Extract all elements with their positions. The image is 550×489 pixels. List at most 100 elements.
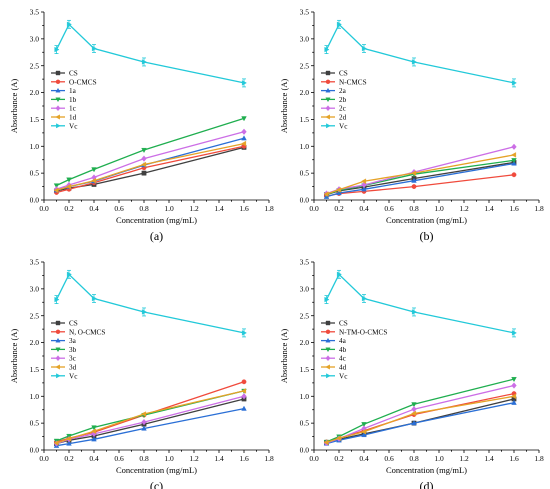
data-point xyxy=(336,21,342,28)
series-line xyxy=(56,131,245,190)
x-tick-label: 0.2 xyxy=(334,454,344,463)
y-tick-label: 0.0 xyxy=(300,196,310,205)
y-tick-label: 1.5 xyxy=(300,115,310,124)
data-point xyxy=(411,309,417,315)
y-tick-label: 2.0 xyxy=(30,338,40,347)
data-point xyxy=(91,295,97,302)
data-point xyxy=(241,140,247,147)
x-tick-label: 1.0 xyxy=(434,204,444,213)
x-tick-label: 0.0 xyxy=(39,204,49,213)
data-point xyxy=(53,440,59,446)
y-tick-label: 3.0 xyxy=(30,34,40,43)
y-tick-label: 0.0 xyxy=(30,196,40,205)
data-point xyxy=(411,184,417,189)
legend-label: 4b xyxy=(339,346,347,354)
data-point xyxy=(411,170,417,176)
data-point xyxy=(91,45,97,52)
x-tick-label: 1.4 xyxy=(484,454,494,463)
data-point xyxy=(241,116,247,122)
panel-label: (c) xyxy=(150,479,163,489)
x-axis-title: Concentration (mg/mL) xyxy=(116,465,197,475)
x-tick-label: 1.8 xyxy=(534,454,544,463)
data-point xyxy=(53,183,60,189)
y-tick-label: 2.0 xyxy=(30,88,40,97)
legend-marker xyxy=(325,70,331,76)
x-tick-label: 0.2 xyxy=(334,204,344,213)
data-point xyxy=(411,420,417,426)
data-point xyxy=(511,152,517,158)
legend-label: O-CMCS xyxy=(69,78,97,86)
legend-label: CS xyxy=(69,320,78,328)
series-line xyxy=(56,390,245,444)
legend-marker xyxy=(325,114,330,120)
data-point xyxy=(511,172,517,178)
legend-marker xyxy=(325,320,331,326)
x-tick-label: 0.6 xyxy=(384,454,394,463)
legend-marker xyxy=(56,123,61,129)
chart-panel-2: 0.0 0.2 0.4 0.6 0.8 1.0 1.2 1.4 1.6 1.8 0.0 0.5 1.0 1… xyxy=(279,8,544,243)
y-tick-label: 3.5 xyxy=(30,8,40,17)
legend-label: Vc xyxy=(69,122,77,130)
x-tick-label: 0.8 xyxy=(139,454,149,463)
legend-marker xyxy=(55,337,61,343)
y-tick-label: 1.0 xyxy=(30,392,40,401)
series-3 xyxy=(53,405,247,448)
x-tick-label: 1.8 xyxy=(264,204,274,213)
legend-marker xyxy=(55,320,61,326)
data-point xyxy=(336,187,342,193)
legend-marker xyxy=(55,105,61,112)
y-tick-label: 3.0 xyxy=(300,284,310,293)
y-tick-label: 2.5 xyxy=(300,311,310,320)
y-tick-label: 3.5 xyxy=(30,258,40,267)
data-point xyxy=(66,440,72,446)
legend-label: 3c xyxy=(69,355,76,363)
x-tick-label: 0.4 xyxy=(359,204,369,213)
x-tick-label: 1.6 xyxy=(509,204,519,213)
x-tick-label: 1.0 xyxy=(434,454,444,463)
legend-marker xyxy=(55,347,61,353)
legend-marker xyxy=(55,364,60,370)
chart-panel-3: 0.0 0.2 0.4 0.6 0.8 1.0 1.2 1.4 1.6 1.8 0.0 0.5 1.0 1… xyxy=(9,258,274,489)
data-point xyxy=(141,309,147,315)
series-1 xyxy=(54,396,247,446)
y-axis-title: Absorbance (A) xyxy=(9,329,19,384)
x-tick-label: 1.4 xyxy=(214,204,224,213)
data-point xyxy=(91,425,97,431)
legend-marker xyxy=(325,337,331,343)
data-point xyxy=(361,295,367,302)
series-line xyxy=(326,402,515,445)
data-point xyxy=(411,402,417,408)
panel-label: (b) xyxy=(420,229,434,243)
data-point xyxy=(141,147,147,153)
legend-marker xyxy=(326,123,331,129)
data-point xyxy=(511,399,517,405)
x-tick-label: 1.2 xyxy=(459,204,469,213)
series-6 xyxy=(323,393,517,446)
series-2 xyxy=(54,143,247,195)
y-tick-label: 1.5 xyxy=(300,365,310,374)
y-tick-label: 2.0 xyxy=(300,88,310,97)
data-point xyxy=(323,191,329,197)
legend-label: Vc xyxy=(339,122,347,130)
legend-marker xyxy=(55,79,61,84)
data-point xyxy=(411,177,417,183)
legend-marker xyxy=(325,347,331,353)
x-tick-label: 0.8 xyxy=(409,204,419,213)
y-tick-label: 1.0 xyxy=(300,392,310,401)
data-point xyxy=(141,161,147,168)
data-point xyxy=(66,435,72,442)
data-point xyxy=(241,80,247,86)
legend-marker xyxy=(325,105,331,112)
legend-label: 4d xyxy=(339,364,347,372)
data-point xyxy=(361,178,367,184)
x-tick-label: 1.2 xyxy=(189,204,199,213)
x-tick-label: 0.6 xyxy=(114,454,124,463)
y-tick-label: 0.0 xyxy=(30,446,40,455)
series-7 xyxy=(324,19,517,88)
x-tick-label: 0.2 xyxy=(64,454,74,463)
y-axis-title: Absorbance (A) xyxy=(279,329,289,384)
data-point xyxy=(66,271,72,278)
